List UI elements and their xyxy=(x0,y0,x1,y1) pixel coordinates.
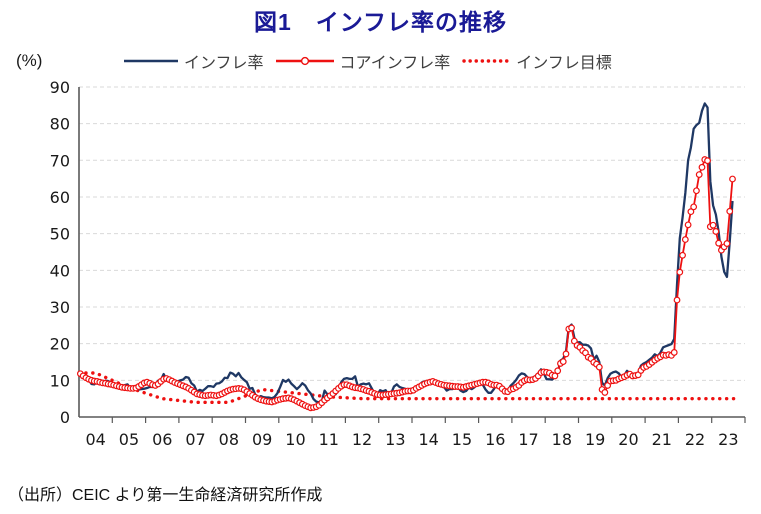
x-tick-label: 07 xyxy=(185,430,205,449)
y-tick-label: 30 xyxy=(50,298,70,317)
x-tick-label: 06 xyxy=(152,430,172,449)
x-tick-label: 12 xyxy=(352,430,372,449)
legend-label-inflation-rate: インフレ率 xyxy=(184,55,264,72)
core-inflation-marker xyxy=(670,349,678,356)
inflation-rate-line xyxy=(79,102,734,404)
source-note: （出所）CEIC より第一生命経済研究所作成 xyxy=(8,487,323,504)
solid-line-swatch-icon xyxy=(124,59,178,63)
x-tick-label: 10 xyxy=(285,430,305,449)
x-tick-label: 14 xyxy=(418,430,438,449)
x-tick-label: 19 xyxy=(585,430,605,449)
core-inflation-marker xyxy=(693,187,700,195)
core-inflation-marker xyxy=(704,157,711,165)
core-inflation-marker xyxy=(562,350,570,358)
core-inflation-marker xyxy=(726,207,734,215)
x-tick-label: 09 xyxy=(252,430,272,449)
x-tick-label: 08 xyxy=(219,430,239,449)
y-tick-label: 10 xyxy=(50,371,70,390)
legend: インフレ率 コアインフレ率 インフレ目標 xyxy=(122,49,612,73)
legend-item-inflation-rate: インフレ率 xyxy=(122,49,264,73)
x-tick-label: 20 xyxy=(618,430,638,449)
chart-title: 図1 インフレ率の推移 xyxy=(253,9,508,35)
core-inflation-marker xyxy=(673,296,681,304)
core-inflation-marker xyxy=(709,221,717,229)
core-inflation-marker xyxy=(601,389,609,396)
y-tick-label: 40 xyxy=(50,261,70,280)
x-tick-label: 15 xyxy=(452,430,472,449)
legend-label-core-inflation-rate: コアインフレ率 xyxy=(339,55,451,72)
x-tick-label: 04 xyxy=(85,430,105,449)
y-tick-label: 50 xyxy=(50,225,70,244)
legend-item-core-inflation-rate: コアインフレ率 xyxy=(274,49,451,73)
core-inflation-marker xyxy=(568,324,575,332)
x-tick-label: 16 xyxy=(485,430,505,449)
core-inflation-marker xyxy=(690,203,698,211)
y-tick-label: 90 xyxy=(50,78,70,97)
inflation-target-line xyxy=(77,371,739,405)
dotted-line-swatch-icon xyxy=(462,59,511,63)
core-inflation-marker xyxy=(679,251,686,259)
y-tick-label: 70 xyxy=(50,151,70,170)
x-tick-label: 23 xyxy=(718,430,738,449)
core-inflation-marker xyxy=(595,363,603,371)
x-tick-label: 13 xyxy=(385,430,405,449)
legend-label-inflation-target: インフレ目標 xyxy=(516,55,612,72)
core-inflation-marker xyxy=(695,171,703,179)
core-inflation-marker xyxy=(712,228,720,235)
x-tick-label: 21 xyxy=(652,430,672,449)
core-inflation-marker xyxy=(681,236,689,243)
core-inflation-marker xyxy=(723,240,731,247)
x-tick-label: 11 xyxy=(319,430,339,449)
core-inflation-marker xyxy=(551,372,559,380)
y-tick-label: 20 xyxy=(50,335,70,354)
core-inflation-marker xyxy=(715,239,723,247)
y-axis-unit-label: (%) xyxy=(16,51,43,70)
x-tick-label: 18 xyxy=(552,430,572,449)
core-inflation-marker xyxy=(687,208,695,216)
core-inflation-marker xyxy=(698,163,706,171)
plot-area: 0 10 20 30 40 50 60 70 80 90 04 05 06 07 08 09 10 11 12 13 1… xyxy=(50,78,746,449)
x-tick-label: 05 xyxy=(119,430,139,449)
core-inflation-marker xyxy=(554,367,562,375)
y-tick-label: 60 xyxy=(50,188,70,207)
line-with-circle-marker-swatch-icon xyxy=(275,56,334,66)
x-tick-label: 22 xyxy=(685,430,705,449)
legend-item-inflation-target: インフレ目標 xyxy=(460,49,612,73)
core-inflation-marker xyxy=(684,221,692,229)
y-tick-label: 80 xyxy=(50,115,70,134)
y-tick-label: 0 xyxy=(60,408,70,427)
core-inflation-marker xyxy=(559,358,567,366)
core-inflation-marker xyxy=(676,268,684,276)
core-inflation-marker xyxy=(729,175,736,183)
x-tick-label: 17 xyxy=(518,430,538,449)
